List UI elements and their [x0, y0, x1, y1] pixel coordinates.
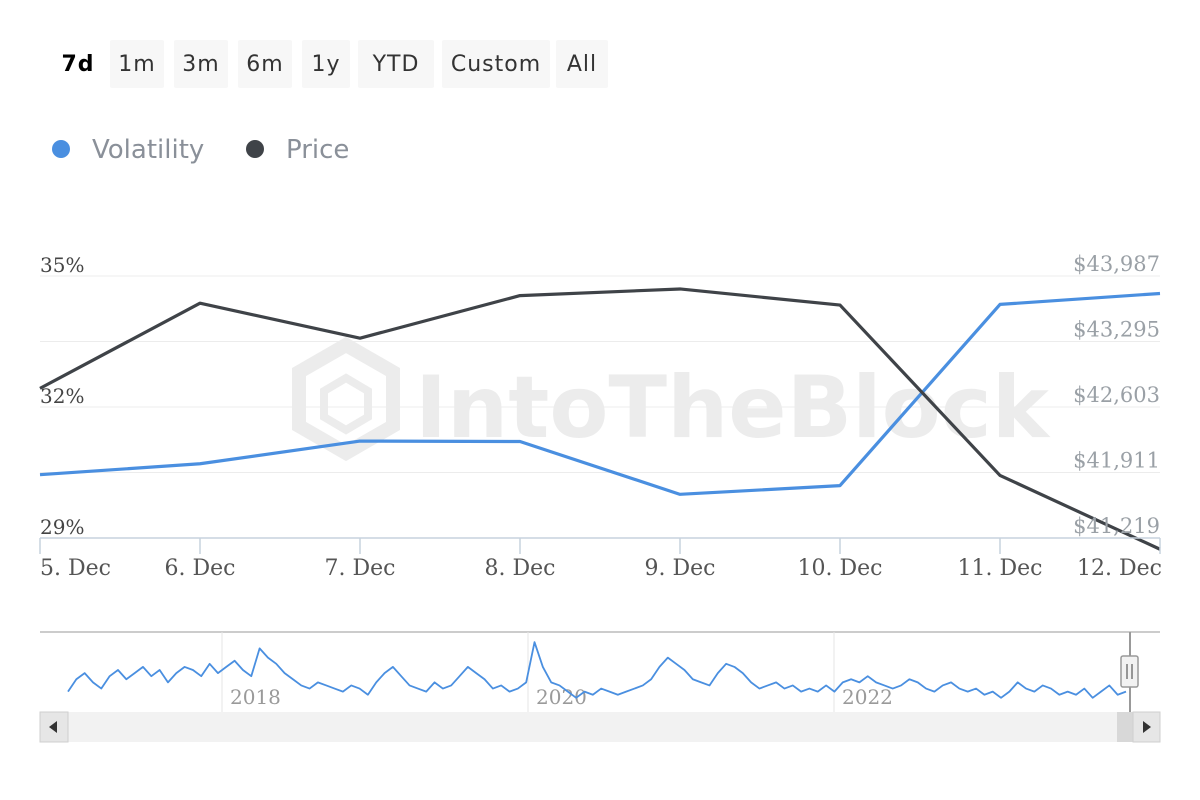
- navigator-series-line: [67, 641, 1127, 699]
- series-layer: [39, 287, 1161, 551]
- x-tick-label: 10. Dec: [798, 556, 883, 581]
- scrollbar[interactable]: [39, 711, 1161, 743]
- axis-layer: 5. Dec 6. Dec 7. Dec 8. Dec 9. Dec 10. Dec 11.…: [39, 252, 1162, 581]
- series-line-volatility[interactable]: [39, 291, 1161, 496]
- range-button-1y[interactable]: 1y: [302, 40, 350, 88]
- navigator-year-label: 2022: [842, 685, 893, 709]
- range-button-all[interactable]: All: [556, 40, 608, 88]
- x-tick-label: 7. Dec: [325, 556, 396, 581]
- legend-marker: [246, 139, 264, 158]
- range-button-custom[interactable]: Custom: [442, 40, 550, 88]
- x-tick-label: 11. Dec: [958, 556, 1043, 581]
- scrollbar-thumb[interactable]: [1117, 712, 1133, 742]
- y-right-tick-label: $43,987: [1073, 252, 1160, 276]
- y-right-tick-label: $43,295: [1073, 318, 1160, 342]
- arrow-right-icon: [1143, 721, 1151, 733]
- navigator-year-label: 2020: [536, 685, 587, 709]
- x-tick-label: 5. Dec: [40, 556, 111, 581]
- range-button-1m[interactable]: 1m: [110, 40, 164, 88]
- x-tick-label: 9. Dec: [645, 556, 716, 581]
- handle-grip[interactable]: [1120, 655, 1139, 688]
- legend-label: Price: [286, 135, 350, 165]
- legend-item-volatility[interactable]: Volatility: [52, 128, 204, 172]
- y-right-tick-label: $41,219: [1073, 514, 1160, 538]
- y-right-tick-label: $42,603: [1073, 383, 1160, 407]
- y-right-tick-label: $41,911: [1073, 449, 1160, 473]
- legend-item-price[interactable]: Price: [246, 128, 349, 172]
- navigator[interactable]: 2018 2020 2022: [39, 631, 1161, 743]
- range-button-3m[interactable]: 3m: [174, 40, 228, 88]
- navigator-year-label: 2018: [230, 685, 281, 709]
- legend-marker: [52, 139, 70, 158]
- series-line-price[interactable]: [39, 287, 1161, 551]
- range-button-ytd[interactable]: YTD: [358, 40, 434, 88]
- x-tick-label: 12. Dec: [1077, 556, 1162, 581]
- scrollbar-track[interactable]: [40, 712, 1160, 742]
- x-tick-label: 8. Dec: [485, 556, 556, 581]
- x-tick-label: 6. Dec: [165, 556, 236, 581]
- range-button-6m[interactable]: 6m: [238, 40, 292, 88]
- legend-label: Volatility: [92, 135, 205, 165]
- range-button-7d[interactable]: 7d: [61, 52, 95, 77]
- y-left-tick-label: 29%: [40, 515, 84, 539]
- y-left-tick-label: 35%: [40, 253, 84, 277]
- navigator-handle[interactable]: [1120, 655, 1139, 688]
- arrow-left-icon: [49, 721, 57, 733]
- y-left-tick-label: 32%: [40, 384, 84, 408]
